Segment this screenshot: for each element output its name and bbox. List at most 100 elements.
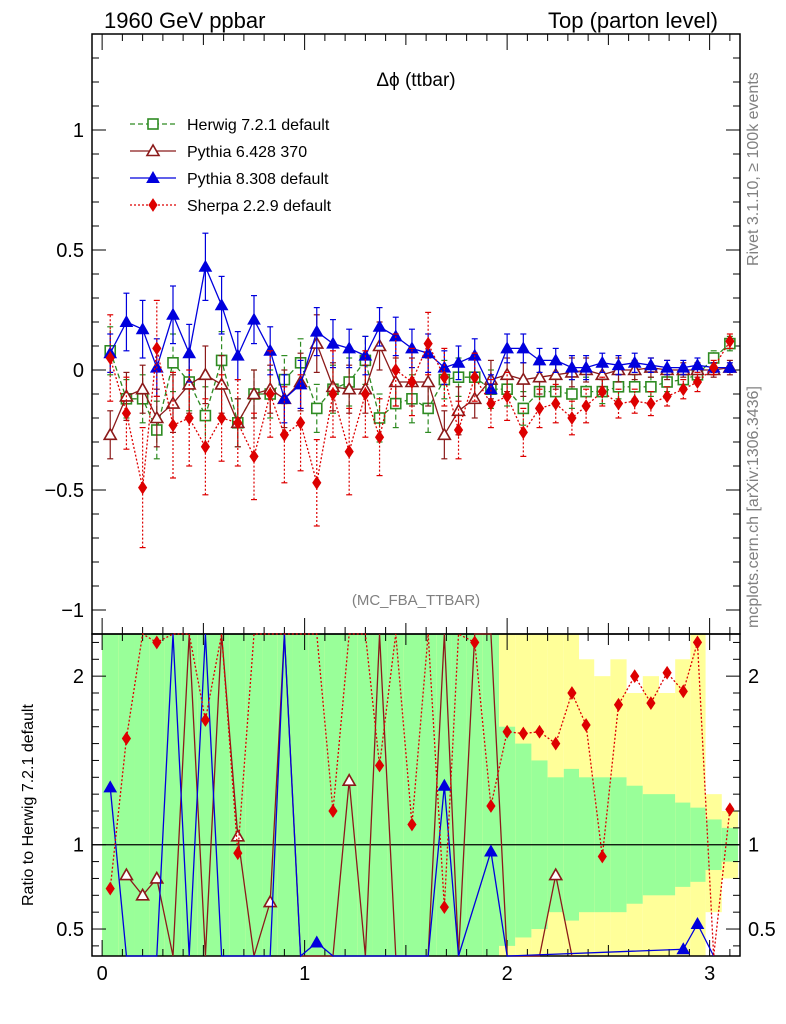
green-band-bin bbox=[277, 634, 293, 956]
data-point bbox=[168, 418, 178, 433]
ratio-data-point bbox=[328, 804, 338, 818]
data-point bbox=[233, 415, 243, 430]
data-point bbox=[499, 367, 515, 381]
ratio-series-line bbox=[109, 632, 731, 957]
series-sherpa-2-2-9-default bbox=[105, 299, 735, 549]
data-point bbox=[436, 427, 452, 441]
data-point bbox=[551, 396, 561, 411]
yellow-band-bin bbox=[690, 634, 706, 956]
series-line bbox=[109, 340, 731, 488]
data-point bbox=[567, 411, 577, 425]
ratio-data-point bbox=[613, 697, 624, 712]
data-point bbox=[119, 314, 134, 327]
ratio-data-point bbox=[121, 731, 132, 746]
data-point bbox=[309, 324, 324, 337]
data-point bbox=[723, 360, 737, 373]
series-herwig-7-2-1-default bbox=[104, 326, 736, 460]
data-point bbox=[249, 449, 259, 464]
data-point bbox=[216, 411, 227, 425]
legend-marker bbox=[146, 170, 160, 183]
ratio-data-point bbox=[646, 696, 656, 711]
data-point bbox=[534, 401, 545, 416]
series-line bbox=[109, 341, 730, 437]
data-point bbox=[182, 346, 197, 359]
data-point bbox=[470, 370, 480, 385]
legend-marker bbox=[147, 118, 159, 130]
green-band-bin bbox=[451, 634, 467, 956]
green-band-bin bbox=[372, 634, 388, 956]
ratio-data-point bbox=[103, 780, 118, 793]
ratio-data-point bbox=[692, 635, 703, 650]
data-point bbox=[548, 353, 563, 366]
legend-marker bbox=[145, 143, 161, 157]
data-point bbox=[453, 423, 464, 437]
main-y-tick-label: −1 bbox=[61, 600, 84, 622]
data-point bbox=[646, 396, 656, 411]
green-band-bin bbox=[118, 634, 135, 956]
data-point bbox=[518, 425, 528, 440]
main-y-axis: −1 −0.5 0 0.5 1 bbox=[45, 33, 740, 635]
data-point bbox=[439, 370, 449, 385]
ratio-data-point bbox=[374, 758, 385, 773]
ratio-data-point bbox=[119, 867, 134, 881]
legend-marker bbox=[148, 198, 158, 212]
data-point bbox=[199, 409, 212, 422]
green-band-bin bbox=[102, 634, 119, 956]
data-point bbox=[502, 389, 512, 404]
series-line bbox=[109, 264, 730, 400]
ratio-data-point bbox=[233, 846, 243, 861]
x-tick-label: 0 bbox=[97, 963, 108, 985]
ratio-data-point bbox=[149, 870, 165, 884]
data-point bbox=[200, 439, 211, 454]
data-point bbox=[135, 322, 150, 335]
main-y-tick-label: 0.5 bbox=[56, 240, 84, 262]
green-band-bin bbox=[341, 634, 358, 956]
ratio-data-point bbox=[502, 724, 512, 739]
green-band-bin bbox=[324, 634, 342, 956]
x-tick-label: 2 bbox=[502, 963, 513, 985]
data-point bbox=[579, 360, 593, 373]
ratio-data-point bbox=[470, 635, 480, 650]
header-energy: 1960 GeV ppbar bbox=[104, 8, 266, 33]
series-pythia-8-308-default bbox=[103, 232, 737, 424]
data-point bbox=[372, 319, 387, 332]
data-point bbox=[138, 480, 148, 495]
data-point bbox=[166, 307, 180, 320]
data-point bbox=[341, 381, 357, 395]
ratio-data-point bbox=[725, 802, 735, 817]
green-band-bin bbox=[308, 634, 325, 956]
ratio-data-point bbox=[548, 867, 564, 881]
data-point bbox=[312, 475, 322, 490]
green-band-bin bbox=[181, 634, 198, 956]
data-point bbox=[645, 380, 657, 393]
green-band-bin bbox=[515, 743, 532, 938]
data-point bbox=[532, 369, 547, 383]
data-point bbox=[660, 360, 674, 373]
data-point bbox=[102, 427, 118, 441]
data-point bbox=[516, 341, 531, 354]
data-point bbox=[486, 396, 496, 411]
series-line bbox=[109, 343, 731, 432]
x-axis: 0 1 2 3 bbox=[97, 34, 731, 985]
green-band-bin bbox=[164, 634, 182, 956]
ratio-data-point bbox=[676, 942, 691, 955]
legend-label: Herwig 7.2.1 default bbox=[187, 117, 330, 134]
data-point bbox=[135, 381, 151, 395]
ratio-data-point bbox=[534, 724, 545, 739]
ratio-y-tick-label: 0.5 bbox=[56, 919, 84, 941]
data-point bbox=[627, 355, 642, 368]
data-point bbox=[295, 415, 306, 430]
data-point bbox=[515, 371, 531, 385]
data-point bbox=[105, 351, 115, 365]
legend-label: Pythia 8.308 default bbox=[187, 171, 329, 188]
ratio-data-point bbox=[567, 686, 577, 700]
main-y-tick-label: 0 bbox=[73, 360, 84, 382]
green-band-bin bbox=[213, 634, 230, 956]
ratio-series-pythia-6-428-370 bbox=[119, 633, 573, 957]
data-point bbox=[595, 355, 610, 368]
data-point bbox=[709, 360, 719, 375]
ratio-data-point bbox=[662, 665, 672, 680]
ratio-data-point bbox=[597, 849, 607, 864]
data-point bbox=[265, 387, 275, 401]
ratio-y-tick-label-right: 2 bbox=[748, 666, 759, 688]
